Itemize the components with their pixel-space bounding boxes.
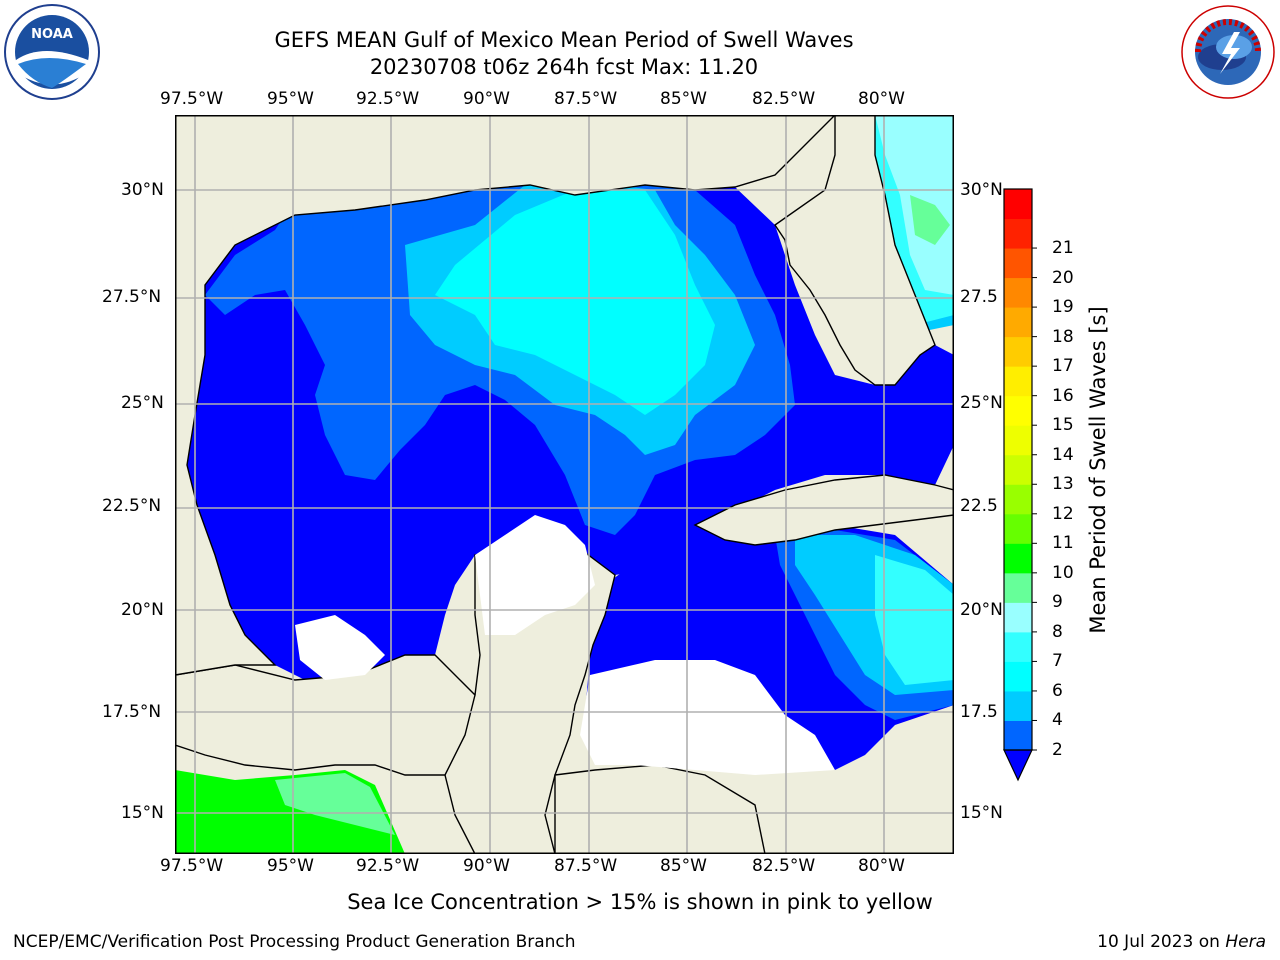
lat-label-left: 17.5°N — [102, 702, 162, 722]
mexico-mainland — [175, 115, 954, 676]
masked-region-campeche — [475, 515, 595, 635]
chart-subtitle: 20230708 t06z 264h fcst Max: 11.20 — [369, 55, 759, 79]
colorbar-swatch — [1004, 336, 1032, 367]
graticule — [175, 115, 954, 854]
colorbar-swatch — [1004, 218, 1032, 249]
lon-label-bottom: 92.5°W — [356, 856, 420, 876]
colorbar-tick-label: 20 — [1052, 267, 1074, 288]
colorbar-swatch — [1004, 189, 1032, 220]
colorbar-swatch — [1004, 661, 1032, 692]
colorbar-swatch — [1004, 484, 1032, 515]
date-text: 10 Jul 2023 on — [1097, 932, 1226, 952]
colorbar-tick-label: 19 — [1052, 297, 1074, 318]
date-line: 10 Jul 2023 on Hera — [1097, 932, 1266, 952]
swell-band-7-8 — [435, 190, 715, 415]
lon-label-top: 90°W — [463, 89, 510, 109]
lat-label-left: 27.5°N — [102, 287, 162, 307]
colorbar-swatch — [1004, 425, 1032, 456]
lon-label-bottom: 97.5°W — [160, 856, 224, 876]
lon-label-top: 97.5°W — [160, 89, 224, 109]
colorbar-tick-label: 21 — [1052, 238, 1074, 259]
colorbar-swatch — [1004, 366, 1032, 397]
sea-ice-note: Sea Ice Concentration > 15% is shown in … — [347, 890, 933, 914]
colorbar-tick-label: 17 — [1052, 356, 1074, 377]
lat-label-right: 20°N — [960, 600, 1003, 620]
colorbar-extend-arrow — [1003, 749, 1033, 782]
pacific-swell-band-light — [275, 773, 395, 835]
lat-label-right: 17.5 — [960, 702, 998, 722]
lat-label-left: 22.5°N — [102, 496, 162, 516]
nws-logo — [1181, 5, 1275, 99]
colorbar-tick-label: 2 — [1052, 740, 1063, 760]
colorbar-swatch — [1004, 307, 1032, 338]
lat-label-right: 22.5 — [960, 496, 998, 516]
colorbar-label: Mean Period of Swell Waves [s] — [1086, 306, 1110, 634]
lon-label-top: 85°W — [660, 89, 707, 109]
colorbar-tick-label: 12 — [1052, 503, 1074, 524]
colorbar-swatch — [1004, 690, 1032, 721]
swell-band-10-11 — [910, 195, 950, 245]
colorbar-swatch — [1004, 248, 1032, 279]
lat-label-right: 15°N — [960, 803, 1003, 823]
lon-label-top: 92.5°W — [356, 89, 420, 109]
colorbar-swatch — [1004, 277, 1032, 308]
lat-label-right: 25°N — [960, 393, 1003, 413]
colorbar-tick-label: 8 — [1052, 621, 1063, 642]
colorbar-swatch — [1004, 602, 1032, 633]
lat-label-left: 20°N — [121, 600, 164, 620]
colorbar-tick-label: 10 — [1052, 562, 1074, 583]
florida — [774, 115, 936, 386]
swell-band-7-8-caribbean — [875, 555, 954, 685]
noaa-logo: NOAA — [4, 4, 100, 100]
colorbar-tick-label: 4 — [1052, 710, 1063, 731]
colorbar-swatch — [1004, 395, 1032, 426]
colorbar-tick-label: 11 — [1052, 533, 1074, 554]
credit-line: NCEP/EMC/Verification Post Processing Pr… — [13, 932, 576, 952]
colorbar — [1003, 188, 1037, 782]
lon-label-bottom: 87.5°W — [554, 856, 618, 876]
colorbar-tick-label: 13 — [1052, 474, 1074, 495]
colorbar-swatch — [1004, 543, 1032, 574]
colorbar-frame — [1003, 188, 1033, 751]
lat-label-right: 30°N — [960, 180, 1003, 200]
map-panel — [175, 115, 954, 854]
colorbar-tick-label: 18 — [1052, 326, 1074, 347]
colorbar-swatch — [1004, 454, 1032, 485]
lon-label-bottom: 85°W — [660, 856, 707, 876]
host-name: Hera — [1225, 932, 1266, 952]
cuba — [693, 474, 954, 546]
lon-label-bottom: 82.5°W — [752, 856, 816, 876]
colorbar-swatch — [1004, 513, 1032, 544]
colorbar-tick-label: 14 — [1052, 444, 1074, 465]
masked-region-caribbean — [580, 660, 835, 775]
noaa-logo-text: NOAA — [31, 27, 73, 42]
colorbar-swatch — [1004, 572, 1032, 603]
colorbar-tick-label: 9 — [1052, 592, 1063, 613]
colorbar-swatch — [1004, 631, 1032, 662]
lon-label-top: 82.5°W — [752, 89, 816, 109]
lat-label-left: 15°N — [121, 803, 164, 823]
lon-label-bottom: 90°W — [463, 856, 510, 876]
masked-region-bay — [295, 615, 385, 680]
lat-label-right: 27.5 — [960, 287, 998, 307]
colorbar-tick-label: 6 — [1052, 680, 1063, 701]
lon-label-bottom: 95°W — [267, 856, 314, 876]
lon-label-top: 80°W — [858, 89, 905, 109]
lon-label-top: 95°W — [267, 89, 314, 109]
honduras-coast — [554, 764, 766, 854]
colorbar-swatch — [1004, 720, 1032, 751]
lat-label-left: 25°N — [121, 393, 164, 413]
colorbar-tick-label: 16 — [1052, 385, 1074, 406]
colorbar-tick-label: 15 — [1052, 415, 1074, 436]
chart-title: GEFS MEAN Gulf of Mexico Mean Period of … — [274, 28, 854, 52]
lon-label-bottom: 80°W — [858, 856, 905, 876]
lon-label-top: 87.5°W — [554, 89, 618, 109]
map-frame — [175, 115, 954, 854]
colorbar-tick-label: 7 — [1052, 651, 1063, 672]
lat-label-left: 30°N — [121, 180, 164, 200]
